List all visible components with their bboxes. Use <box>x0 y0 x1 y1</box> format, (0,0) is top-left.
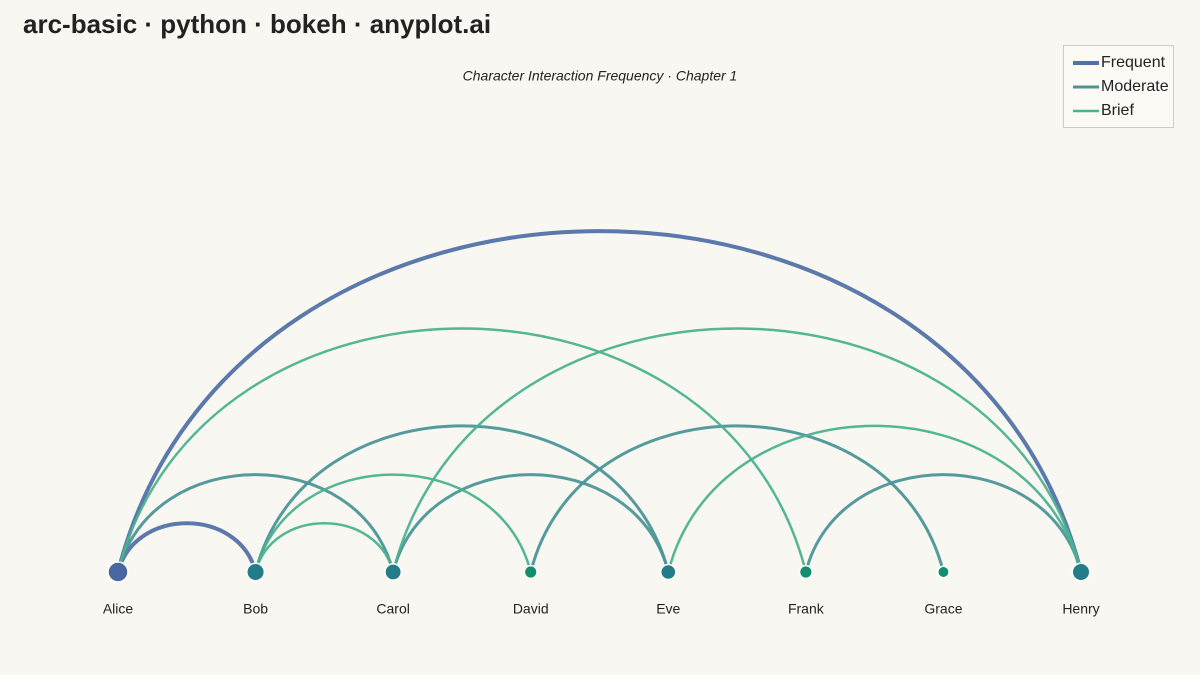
node <box>659 563 677 581</box>
arc <box>667 424 1083 573</box>
node <box>1071 562 1091 582</box>
arc <box>391 473 670 573</box>
node-label: Alice <box>103 601 134 617</box>
legend-label: Moderate <box>1101 78 1169 95</box>
node <box>384 563 403 581</box>
arc <box>254 424 670 573</box>
chart-subtitle: Character Interaction Frequency · Chapte… <box>463 68 738 84</box>
arcs <box>116 229 1083 573</box>
arc <box>529 424 945 573</box>
node <box>107 561 129 583</box>
node-label: David <box>513 601 549 617</box>
legend-label: Brief <box>1101 102 1134 119</box>
node-label: Henry <box>1062 601 1099 617</box>
node <box>798 564 813 580</box>
node <box>246 562 266 582</box>
node-label: Frank <box>788 601 825 617</box>
legend: Frequent Moderate Brief <box>1063 45 1174 128</box>
arc <box>116 473 395 573</box>
arc <box>391 327 1083 573</box>
arc <box>254 522 395 573</box>
arc <box>116 521 258 573</box>
node-label: Bob <box>243 601 268 617</box>
arc <box>116 229 1083 573</box>
node-label: Eve <box>656 601 680 617</box>
node <box>936 565 950 579</box>
node-label: Grace <box>924 601 962 617</box>
node <box>523 564 538 580</box>
arc <box>254 473 532 573</box>
arc <box>116 327 808 573</box>
legend-label: Frequent <box>1101 54 1166 71</box>
nodes: Alice Bob Carol David Eve Frank Grace Henry <box>103 561 1100 617</box>
arc <box>804 473 1083 573</box>
node-label: Carol <box>376 601 409 617</box>
chart-title: arc-basic · python · bokeh · anyplot.ai <box>23 9 491 39</box>
